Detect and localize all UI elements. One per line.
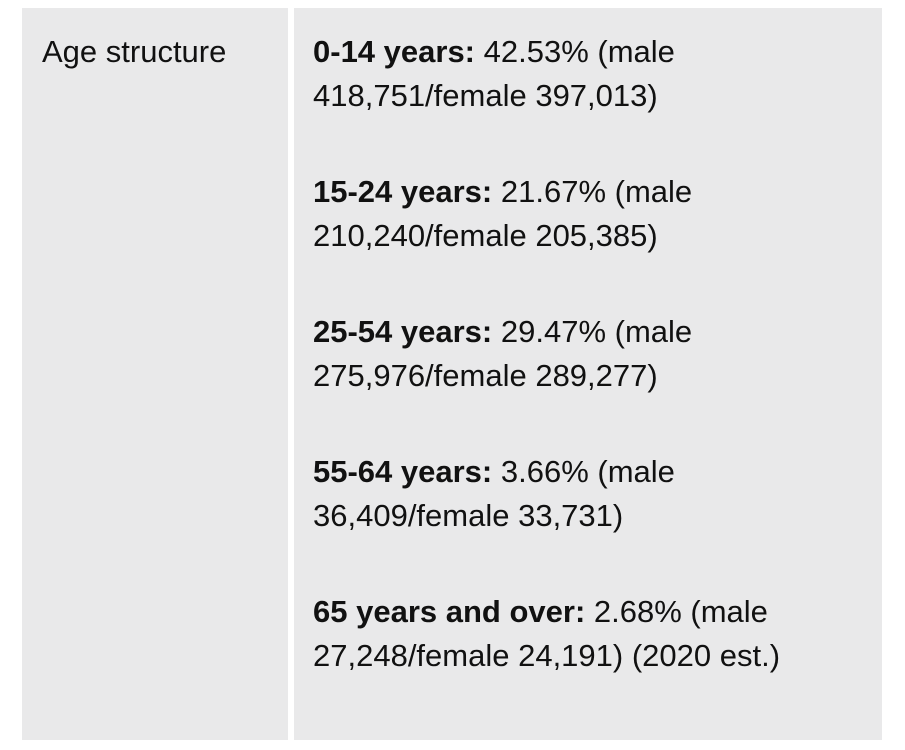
info-table: Age structure 0-14 years: 42.53% (male 4…: [22, 8, 882, 740]
entry-label: 65 years and over:: [313, 594, 586, 629]
entry-text: 21.67% (male 210,240/female 205,385): [313, 174, 693, 253]
value-cell: 0-14 years: 42.53% (male 418,751/female …: [294, 8, 882, 740]
entry: 15-24 years: 21.67% (male 210,240/female…: [313, 170, 868, 258]
entry-text: 42.53% (male 418,751/female 397,013): [313, 34, 675, 113]
entry: 55-64 years: 3.66% (male 36,409/female 3…: [313, 450, 868, 538]
row-label: Age structure: [42, 34, 227, 69]
entry-text: 3.66% (male 36,409/female 33,731): [313, 454, 675, 533]
entry-label: 25-54 years:: [313, 314, 493, 349]
entry-text: 29.47% (male 275,976/female 289,277): [313, 314, 693, 393]
entry: 0-14 years: 42.53% (male 418,751/female …: [313, 30, 868, 118]
entry: 65 years and over: 2.68% (male 27,248/fe…: [313, 590, 868, 678]
entry-label: 55-64 years:: [313, 454, 493, 489]
entry-text: 2.68% (male 27,248/female 24,191) (2020 …: [313, 594, 781, 673]
entry: 25-54 years: 29.47% (male 275,976/female…: [313, 310, 868, 398]
entry-label: 15-24 years:: [313, 174, 493, 209]
entry-label: 0-14 years:: [313, 34, 476, 69]
label-cell: Age structure: [22, 8, 288, 740]
